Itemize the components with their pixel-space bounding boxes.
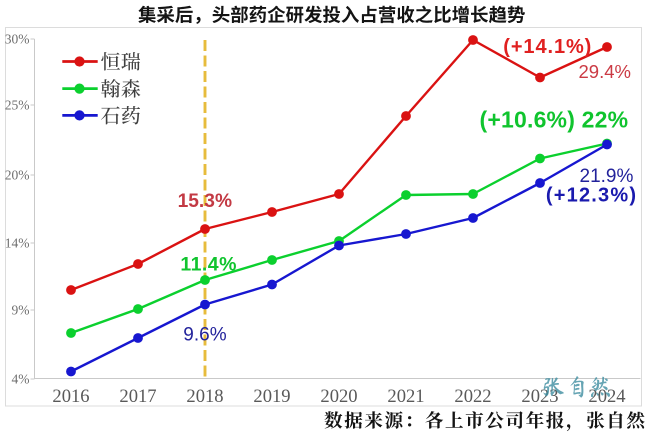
svg-text:(+12.3%): (+12.3%) xyxy=(546,184,637,206)
svg-text:14%: 14% xyxy=(5,236,30,251)
svg-text:2017: 2017 xyxy=(119,386,156,407)
svg-text:2016: 2016 xyxy=(52,386,89,407)
svg-text:4%: 4% xyxy=(12,372,30,387)
svg-text:25%: 25% xyxy=(5,98,30,113)
svg-text:2022: 2022 xyxy=(454,386,491,407)
svg-text:2021: 2021 xyxy=(387,386,424,407)
svg-text:(+14.1%): (+14.1%) xyxy=(503,36,592,58)
svg-text:2020: 2020 xyxy=(320,386,357,407)
svg-text:15.3%: 15.3% xyxy=(178,191,232,212)
svg-text:9%: 9% xyxy=(12,303,30,318)
svg-text:(+10.6%) 22%: (+10.6%) 22% xyxy=(480,106,629,132)
svg-text:29.4%: 29.4% xyxy=(579,61,631,82)
svg-text:2024: 2024 xyxy=(588,386,625,407)
svg-text:20%: 20% xyxy=(5,168,30,183)
svg-text:2023: 2023 xyxy=(521,386,558,407)
svg-text:30%: 30% xyxy=(5,32,30,47)
svg-text:9.6%: 9.6% xyxy=(183,324,226,345)
svg-text:2018: 2018 xyxy=(186,386,223,407)
svg-text:11.4%: 11.4% xyxy=(180,254,236,276)
svg-text:21.9%: 21.9% xyxy=(580,166,634,187)
svg-text:2019: 2019 xyxy=(253,386,290,407)
